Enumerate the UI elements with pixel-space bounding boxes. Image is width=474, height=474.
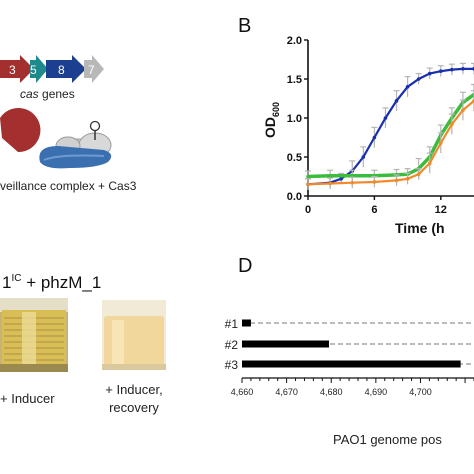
tube2-label-line2: recovery <box>109 400 159 415</box>
data-point <box>361 155 366 159</box>
panel-b: B OD600 0.0 0.5 1.0 1.5 2.0 0 6 12 Time (h <box>238 15 474 236</box>
panel-c: 1IC + phzM_1 + <box>0 273 166 415</box>
complex-label: veillance complex + Cas3 <box>0 179 137 193</box>
cas-gene-arrow-3: 3 <box>0 55 34 83</box>
panel-d: D #1 #2 #3 4,660 4,670 4,680 4,690 4,700 PAO1 g… <box>225 255 474 447</box>
data-point <box>350 173 355 178</box>
data-point <box>328 181 332 186</box>
row-label: #2 <box>225 338 239 352</box>
panel-b-letter: B <box>238 15 251 37</box>
series-line-1 <box>307 67 474 186</box>
data-point <box>450 67 454 72</box>
gene-label-7: 7 <box>88 63 95 77</box>
cas3-protein-icon <box>0 108 41 153</box>
genome-tick-label: 4,700 <box>409 387 432 397</box>
cas-gene-arrow-7: 7 <box>84 55 104 83</box>
data-point <box>416 77 421 81</box>
tube1-label: + Inducer <box>0 391 55 406</box>
row-label: #3 <box>225 358 239 372</box>
data-point <box>405 85 410 89</box>
data-point <box>439 141 443 145</box>
x-tick-label: 0 <box>305 204 311 216</box>
data-point <box>394 178 399 183</box>
data-point <box>306 182 310 187</box>
x-tick-label: 6 <box>371 204 377 216</box>
deletion-bar <box>242 340 329 348</box>
cas-genes-label: cas genes <box>20 87 75 101</box>
gene-label-8: 8 <box>58 63 65 77</box>
surveillance-complex-icon <box>39 120 112 169</box>
cas-gene-arrow-8: 8 <box>46 55 86 83</box>
data-point <box>461 108 465 112</box>
data-point <box>383 116 388 120</box>
data-point <box>372 180 377 184</box>
genome-tick-label: 4,690 <box>365 387 388 397</box>
data-point <box>450 122 454 127</box>
genome-tick-label: 4,660 <box>231 387 254 397</box>
panel-c-title: 1IC + phzM_1 <box>2 273 101 292</box>
data-point <box>394 99 399 103</box>
deletion-bar <box>242 360 461 368</box>
growth-curve-chart: 0.0 0.5 1.0 1.5 2.0 0 6 12 <box>287 35 474 216</box>
x-axis-label: Time (h <box>395 220 445 236</box>
culture-tube-recovery-photo <box>102 300 166 370</box>
data-point <box>372 135 377 140</box>
row-label: #1 <box>225 317 239 331</box>
genome-tick-label: 4,670 <box>275 387 298 397</box>
y-tick-label: 1.0 <box>287 113 302 125</box>
y-axis-label: OD600 <box>262 102 281 138</box>
y-tick-label: 0.0 <box>287 191 302 203</box>
cas-gene-arrow-5: 5 <box>30 55 48 83</box>
data-point <box>405 177 410 181</box>
data-point <box>306 174 310 179</box>
data-point <box>427 71 432 76</box>
series-line-3 <box>307 99 474 186</box>
tube2-label-line1: + Inducer, <box>105 382 162 397</box>
genome-position-label: PAO1 genome pos <box>333 432 442 447</box>
panel-a: 3 5 8 7 cas genes veillance complex + Ca… <box>0 55 137 193</box>
gene-label-5: 5 <box>30 63 37 77</box>
deletion-bar <box>242 319 251 327</box>
data-point <box>350 180 355 185</box>
y-tick-label: 1.5 <box>287 74 302 86</box>
series-line-2 <box>307 93 474 179</box>
data-point <box>461 67 465 71</box>
data-point <box>416 172 421 176</box>
data-point <box>427 161 432 166</box>
deletion-map: #1 #2 #3 4,660 4,670 4,680 4,690 4,700 <box>225 317 474 397</box>
x-tick-label: 12 <box>435 204 447 216</box>
panel-d-letter: D <box>238 255 252 277</box>
data-point <box>439 69 443 73</box>
genome-tick-label: 4,680 <box>320 387 343 397</box>
y-tick-label: 2.0 <box>287 35 302 47</box>
culture-tube-inducer-photo <box>0 298 68 372</box>
y-tick-label: 0.5 <box>287 152 302 164</box>
data-point <box>328 173 332 178</box>
gene-label-3: 3 <box>9 63 16 77</box>
data-point <box>339 177 344 181</box>
